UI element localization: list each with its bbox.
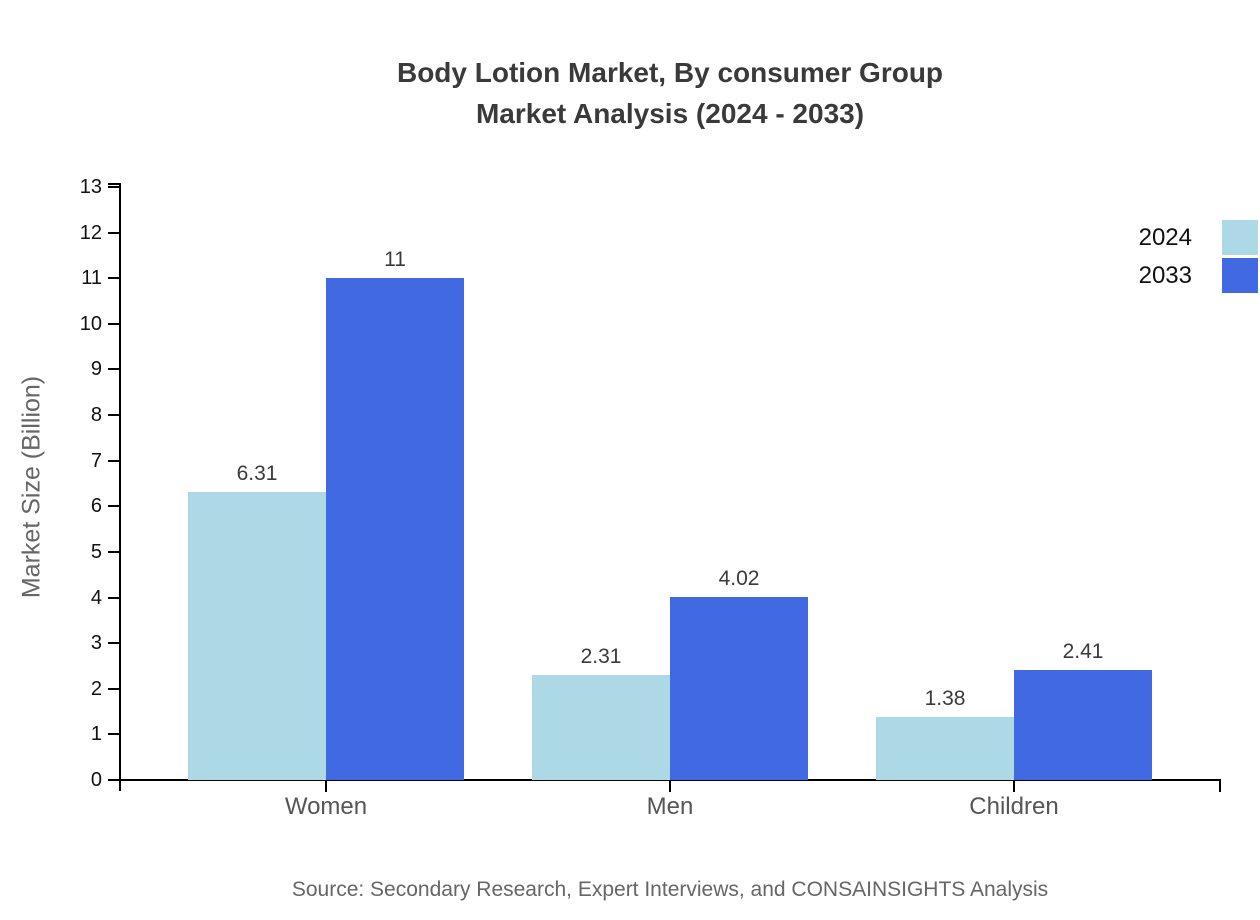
y-tick-label-10: 10: [79, 312, 102, 335]
y-tick-12: [108, 231, 120, 234]
bar-2024-men: [532, 674, 670, 780]
y-tick-13: [108, 186, 120, 188]
source-note: Source: Secondary Research, Expert Inter…: [291, 878, 1049, 901]
bar-2024-children: [876, 717, 1014, 780]
x-axis-right-cap: [1219, 779, 1221, 792]
category-label-men: Men: [646, 793, 694, 820]
legend-item-2033: 2033: [1139, 258, 1258, 293]
y-tick-7: [108, 459, 120, 462]
legend-item-2024: 2024: [1139, 220, 1258, 255]
value-label-2033-women: 11: [384, 248, 406, 272]
value-label-2024-women: 6.31: [236, 462, 278, 486]
y-tick-5: [108, 550, 120, 553]
y-tick-8: [108, 414, 120, 417]
y-tick-label-13: 13: [79, 176, 102, 198]
category-label-children: Children: [969, 793, 1059, 820]
y-tick-6: [108, 505, 120, 508]
bar-2024-women: [188, 492, 326, 780]
legend-label-2024: 2024: [1138, 223, 1192, 251]
chart-title: Body Lotion Market, By consumer Group Ma…: [120, 52, 1220, 134]
x-tick-men: [669, 779, 671, 792]
y-tick-label-3: 3: [90, 632, 102, 655]
legend-swatch-2033: [1222, 258, 1258, 293]
value-label-2024-children: 1.38: [924, 687, 966, 711]
y-tick-4: [108, 596, 120, 599]
legend-swatch-2024: [1222, 220, 1258, 255]
y-tick-0: [108, 779, 120, 781]
y-tick-11: [108, 277, 120, 280]
y-tick-label-8: 8: [90, 404, 102, 427]
y-tick-1: [108, 733, 120, 736]
y-tick-3: [108, 642, 120, 645]
bar-2033-women: [326, 278, 464, 780]
value-label-2033-men: 4.02: [718, 566, 760, 590]
chart-title-line-1: Body Lotion Market, By consumer Group: [396, 57, 944, 88]
y-tick-label-0: 0: [90, 769, 102, 791]
y-tick-9: [108, 368, 120, 371]
x-axis-line: [108, 779, 1221, 781]
y-tick-label-7: 7: [90, 449, 102, 472]
y-axis-line: [119, 183, 121, 791]
y-tick-label-12: 12: [79, 221, 102, 244]
y-tick-label-9: 9: [90, 358, 102, 381]
value-label-2033-children: 2.41: [1062, 640, 1104, 664]
legend: 2024 2033: [1139, 220, 1258, 293]
y-tick-10: [108, 322, 120, 325]
y-tick-label-2: 2: [90, 677, 102, 700]
y-tick-label-6: 6: [90, 495, 102, 518]
bar-2033-children: [1014, 670, 1152, 780]
y-tick-label-1: 1: [90, 723, 102, 746]
bar-2033-men: [670, 596, 808, 780]
x-tick-women: [325, 779, 327, 792]
legend-label-2033: 2033: [1138, 261, 1192, 289]
x-tick-children: [1013, 779, 1015, 792]
y-tick-label-4: 4: [90, 586, 102, 609]
category-label-women: Women: [284, 793, 368, 820]
y-tick-label-11: 11: [81, 267, 102, 290]
y-axis-top-cap: [108, 183, 120, 185]
y-tick-label-5: 5: [90, 540, 102, 563]
value-label-2024-men: 2.31: [580, 644, 622, 668]
y-tick-2: [108, 687, 120, 690]
chart-title-line-2: Market Analysis (2024 - 2033): [475, 98, 865, 129]
